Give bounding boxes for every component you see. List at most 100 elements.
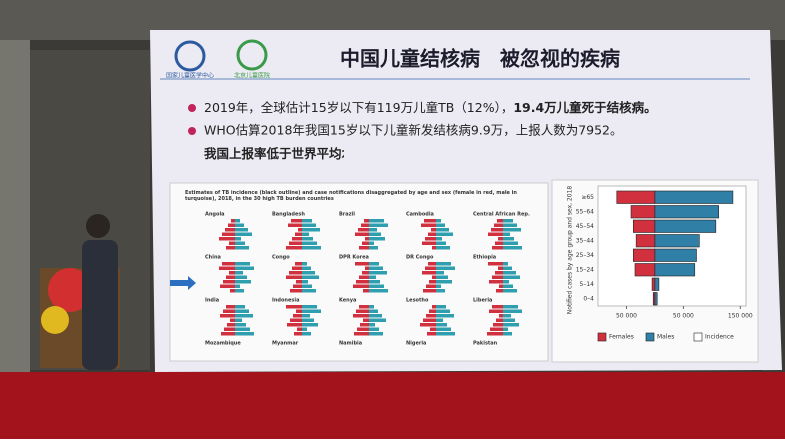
mini-bar — [219, 237, 235, 241]
country-label: Brazil — [339, 212, 355, 218]
y-tick-label: 15–24 — [576, 266, 594, 273]
mini-bar — [222, 262, 235, 266]
mini-bar — [227, 323, 235, 327]
logo — [236, 39, 268, 71]
mini-bar — [503, 280, 509, 284]
mini-bar — [429, 309, 436, 313]
logo-text: 北京儿童医院 — [234, 72, 270, 80]
mini-bar — [369, 241, 374, 245]
mini-bar — [369, 246, 378, 250]
mini-bar — [436, 246, 450, 250]
mini-bar — [431, 228, 436, 232]
logo-text: 国家儿童医学中心 — [166, 72, 214, 80]
y-tick-label: 55–64 — [576, 208, 594, 215]
bar — [635, 234, 656, 248]
mini-bar — [235, 318, 242, 322]
mini-bar — [429, 280, 436, 284]
mini-bar — [369, 271, 387, 275]
mini-bar — [365, 237, 369, 241]
country-label: DPR Korea — [339, 255, 369, 261]
mini-bar — [291, 219, 302, 223]
country-label: Indonesia — [272, 298, 299, 304]
bar — [654, 248, 697, 262]
x-tick-label: 150 000 — [728, 313, 753, 320]
mini-bar — [503, 262, 508, 266]
mini-bar — [229, 241, 235, 245]
mini-bar — [353, 314, 369, 318]
mini-bar — [432, 275, 436, 279]
mini-bar — [436, 223, 445, 227]
mini-bar — [235, 262, 250, 266]
mini-bar — [302, 289, 316, 293]
country-label: Mozambique — [205, 341, 241, 347]
mini-bar — [220, 314, 235, 318]
bullet — [188, 127, 196, 135]
mini-bar — [422, 241, 436, 245]
country-label: Lesotho — [406, 298, 429, 304]
bullet-bold: 我国上报率低于世界平均水平。 — [204, 146, 344, 161]
country-label: India — [205, 298, 219, 304]
mini-bar — [492, 305, 503, 309]
country-label: Cambodia — [406, 212, 434, 218]
x-tick-label: 50 000 — [616, 313, 637, 320]
mini-bar — [369, 266, 383, 270]
y-tick-label: 5–14 — [580, 281, 595, 288]
mini-bar — [226, 246, 235, 250]
mini-bar — [436, 318, 443, 322]
mini-bar — [503, 266, 512, 270]
mini-bar — [235, 246, 249, 250]
mini-bar — [231, 219, 235, 223]
y-axis-label: Notified cases by age group and sex, 201… — [567, 186, 574, 315]
bullet-bold: 19.4万儿童死于结核病。 — [513, 100, 656, 115]
mini-bar — [499, 314, 503, 318]
mini-bar — [436, 289, 445, 293]
mini-bar — [503, 275, 520, 279]
mini-bar — [235, 223, 244, 227]
mini-bar — [503, 314, 511, 318]
mini-bar — [302, 275, 319, 279]
mini-bar — [503, 289, 517, 293]
mini-bar — [228, 223, 235, 227]
mini-bar — [235, 332, 254, 336]
mini-bar — [302, 219, 312, 223]
y-tick-label: 35–44 — [576, 237, 594, 244]
mini-bar — [436, 309, 450, 313]
mini-bar — [292, 237, 302, 241]
flowers — [41, 306, 69, 334]
mini-bar — [221, 332, 235, 336]
bullet-text: 2019年，全球估计15岁以下有119万儿童TB（12%）， — [204, 100, 513, 115]
mini-bar — [295, 232, 302, 236]
mini-bar — [362, 241, 369, 245]
mini-bar — [230, 289, 235, 293]
mini-bar — [492, 275, 503, 279]
mini-bar — [302, 327, 307, 331]
mini-bar — [302, 318, 314, 322]
mini-bar — [295, 262, 302, 266]
mini-bar — [498, 237, 503, 241]
mini-bar — [302, 262, 307, 266]
y-tick-label: 45–54 — [576, 223, 594, 230]
mini-bar — [302, 314, 310, 318]
mini-bar — [361, 223, 369, 227]
mini-bar — [369, 237, 385, 241]
mini-bar — [369, 219, 384, 223]
mini-bar — [369, 323, 375, 327]
mini-bar — [302, 323, 318, 327]
mini-bar — [235, 309, 249, 313]
mini-bar — [286, 305, 302, 309]
mini-bar — [503, 271, 516, 275]
mini-bar — [498, 266, 503, 270]
mini-bar — [369, 318, 386, 322]
mini-bar — [365, 266, 369, 270]
mini-bar — [503, 228, 521, 232]
mini-bar — [362, 271, 369, 275]
country-label: Kenya — [339, 298, 356, 304]
mini-bar — [357, 327, 369, 331]
bar — [654, 277, 660, 291]
mini-bar — [302, 271, 315, 275]
legend-label: Incidence — [705, 334, 734, 341]
mini-bar — [289, 241, 302, 245]
mini-bar — [302, 280, 308, 284]
mini-bar — [359, 275, 369, 279]
bar — [654, 292, 658, 306]
